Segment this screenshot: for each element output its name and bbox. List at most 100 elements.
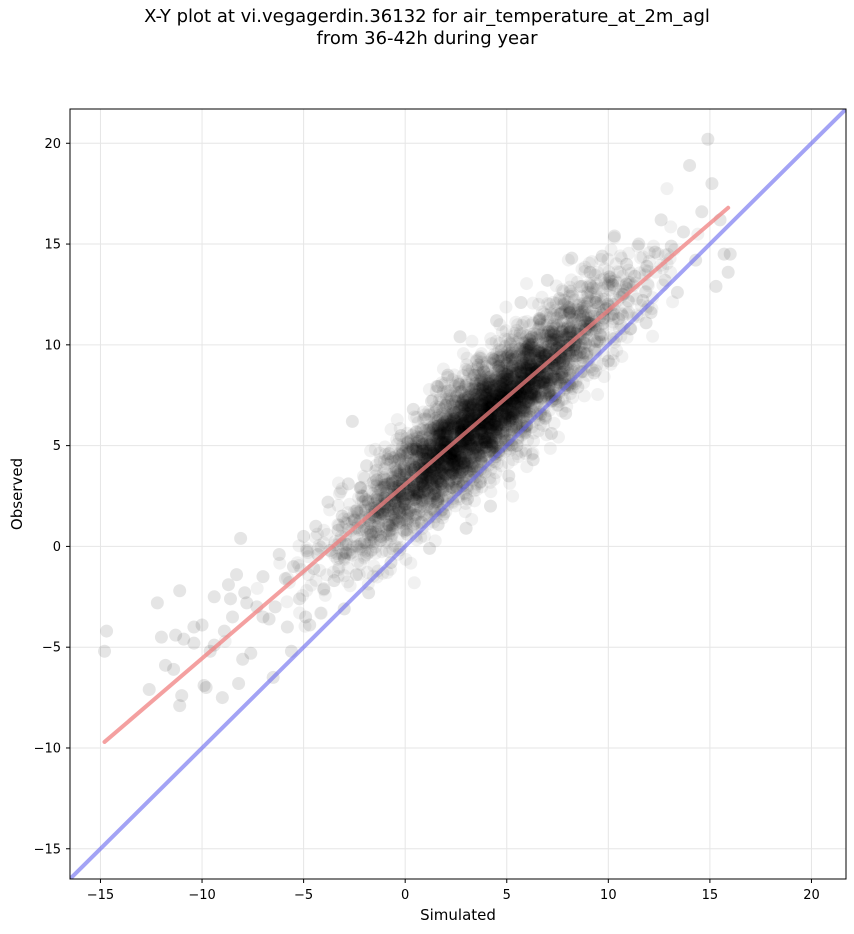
scatter-point-cloud bbox=[542, 378, 556, 392]
scatter-point-cloud bbox=[512, 349, 526, 363]
scatter-point-cloud bbox=[466, 443, 480, 457]
scatter-point-cloud bbox=[408, 517, 422, 531]
scatter-point-cloud bbox=[505, 411, 519, 425]
scatter-point-cloud bbox=[565, 338, 579, 352]
scatter-point-cloud bbox=[367, 535, 381, 549]
scatter-point-cloud bbox=[426, 479, 440, 493]
scatter-point-cloud bbox=[549, 362, 563, 376]
scatter-point bbox=[575, 279, 589, 293]
scatter-point-cloud bbox=[462, 410, 476, 424]
scatter-point-cloud bbox=[492, 388, 506, 402]
x-tick-label: −15 bbox=[87, 888, 114, 903]
scatter-point-cloud bbox=[556, 356, 570, 370]
scatter-point-cloud bbox=[560, 399, 574, 413]
scatter-point-cloud bbox=[570, 349, 584, 363]
scatter-point-cloud bbox=[420, 479, 434, 493]
scatter-point-cloud bbox=[433, 435, 447, 449]
scatter-point-cloud bbox=[423, 491, 437, 505]
scatter-point-cloud bbox=[466, 382, 480, 396]
scatter-point-cloud bbox=[520, 347, 534, 361]
scatter-point-cloud bbox=[555, 404, 569, 418]
scatter-point-cloud bbox=[436, 480, 450, 494]
scatter-point-cloud bbox=[436, 462, 450, 476]
scatter-point-cloud bbox=[497, 410, 511, 424]
scatter-point-cloud bbox=[440, 466, 454, 480]
scatter-point-cloud bbox=[439, 474, 453, 488]
scatter-point-cloud bbox=[448, 405, 462, 419]
scatter-point-cloud bbox=[455, 405, 469, 419]
scatter-point-cloud bbox=[538, 379, 552, 393]
scatter-point-cloud bbox=[370, 490, 384, 504]
scatter-point-cloud bbox=[522, 405, 536, 419]
scatter-point-cloud bbox=[461, 443, 475, 457]
scatter-point-cloud bbox=[340, 516, 354, 530]
scatter-point-cloud bbox=[459, 362, 473, 376]
scatter-point-cloud bbox=[511, 359, 525, 373]
scatter-point-cloud bbox=[475, 388, 489, 402]
scatter-point-cloud bbox=[474, 351, 488, 365]
scatter-point-cloud bbox=[523, 387, 537, 401]
scatter-point-cloud bbox=[575, 342, 589, 356]
scatter-point-cloud bbox=[424, 486, 438, 500]
scatter-point-cloud bbox=[540, 366, 554, 380]
scatter-point-cloud bbox=[452, 397, 466, 411]
scatter-point-cloud bbox=[472, 382, 486, 396]
scatter-point-cloud bbox=[501, 332, 515, 346]
scatter-point-cloud bbox=[476, 383, 490, 397]
scatter-point-cloud bbox=[439, 392, 453, 406]
scatter-point-cloud bbox=[509, 380, 523, 394]
scatter-point-cloud bbox=[484, 332, 498, 346]
scatter-point-cloud bbox=[613, 249, 627, 263]
scatter-point-cloud bbox=[538, 329, 552, 343]
scatter-point-cloud bbox=[409, 493, 423, 507]
scatter-point-cloud bbox=[555, 330, 569, 344]
scatter-point-cloud bbox=[540, 366, 554, 380]
scatter-point-cloud bbox=[433, 463, 447, 477]
scatter-point-cloud bbox=[481, 430, 495, 444]
scatter-point-cloud bbox=[561, 295, 575, 309]
scatter-point-cloud bbox=[458, 414, 472, 428]
scatter-point-cloud bbox=[538, 412, 552, 426]
scatter-point bbox=[173, 584, 187, 598]
scatter-point-cloud bbox=[543, 367, 557, 381]
scatter-point-cloud bbox=[465, 409, 479, 423]
scatter-point-cloud bbox=[482, 382, 496, 396]
scatter-point-cloud bbox=[353, 537, 367, 551]
scatter-point-cloud bbox=[389, 464, 403, 478]
scatter-point-cloud bbox=[464, 400, 478, 414]
scatter-point-cloud bbox=[416, 482, 430, 496]
scatter-point-cloud bbox=[314, 606, 328, 620]
scatter-point-cloud bbox=[453, 450, 467, 464]
scatter-point-cloud bbox=[500, 380, 514, 394]
scatter-point-cloud bbox=[476, 380, 490, 394]
scatter-point-cloud bbox=[407, 508, 421, 522]
scatter-point-cloud bbox=[404, 556, 418, 570]
scatter-point-cloud bbox=[513, 354, 527, 368]
scatter-point-cloud bbox=[420, 448, 434, 462]
scatter-point-cloud bbox=[300, 544, 314, 558]
scatter-point-cloud bbox=[540, 381, 554, 395]
scatter-point-cloud bbox=[564, 324, 578, 338]
scatter-point-cloud bbox=[457, 455, 471, 469]
scatter-point-cloud bbox=[581, 290, 595, 304]
scatter-point bbox=[640, 259, 654, 273]
scatter-point-cloud bbox=[471, 396, 485, 410]
scatter-point-cloud bbox=[475, 438, 489, 452]
scatter-point-cloud bbox=[323, 503, 337, 517]
scatter-point-cloud bbox=[520, 406, 534, 420]
scatter-point bbox=[331, 523, 345, 537]
scatter-point-cloud bbox=[458, 450, 472, 464]
scatter-point-cloud bbox=[447, 421, 461, 435]
scatter-point-cloud bbox=[454, 457, 468, 471]
scatter-point-cloud bbox=[489, 409, 503, 423]
scatter-point-cloud bbox=[463, 464, 477, 478]
scatter-point-cloud bbox=[423, 435, 437, 449]
scatter-point-cloud bbox=[464, 396, 478, 410]
scatter-point-cloud bbox=[447, 467, 461, 481]
scatter-point-cloud bbox=[492, 359, 506, 373]
scatter-point-cloud bbox=[532, 314, 546, 328]
scatter-point bbox=[416, 441, 430, 455]
scatter-point-cloud bbox=[526, 386, 540, 400]
scatter-point-cloud bbox=[528, 381, 542, 395]
